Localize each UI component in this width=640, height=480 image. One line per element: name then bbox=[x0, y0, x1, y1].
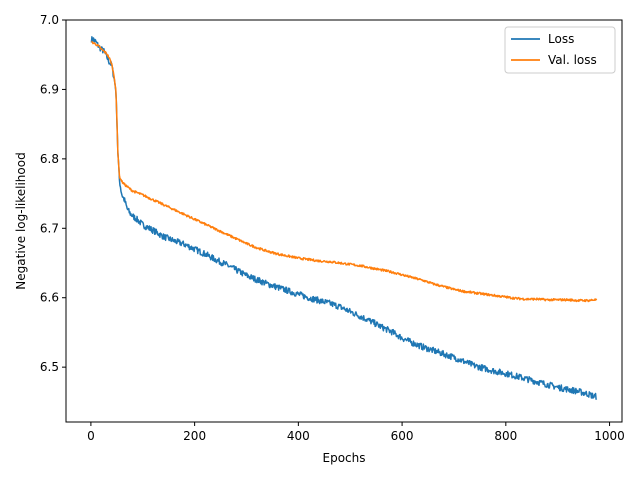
y-tick-label: 7.0 bbox=[40, 13, 59, 27]
series-line-loss bbox=[90, 36, 598, 400]
legend: Loss Val. loss bbox=[504, 26, 616, 74]
legend-label-val-loss: Val. loss bbox=[548, 53, 597, 67]
x-tick-label: 1000 bbox=[594, 429, 625, 443]
x-tick-label: 800 bbox=[494, 429, 517, 443]
series-layer bbox=[90, 36, 598, 400]
y-tick-label: 6.8 bbox=[40, 152, 59, 166]
x-tick-label: 400 bbox=[287, 429, 310, 443]
plot-frame bbox=[65, 19, 623, 423]
legend-label-loss: Loss bbox=[548, 32, 574, 46]
x-tick-label: 200 bbox=[183, 429, 206, 443]
y-axis: 6.5 6.6 6.7 6.8 6.9 7.0 bbox=[40, 13, 66, 374]
y-tick-label: 6.7 bbox=[40, 221, 59, 235]
x-axis: 0 200 400 600 800 1000 bbox=[87, 422, 625, 443]
y-tick-label: 6.5 bbox=[40, 360, 59, 374]
y-tick-label: 6.9 bbox=[40, 82, 59, 96]
y-axis-label: Negative log-likelihood bbox=[14, 152, 28, 289]
x-tick-label: 600 bbox=[391, 429, 414, 443]
x-axis-label: Epochs bbox=[323, 451, 366, 465]
series-line-val-loss bbox=[91, 40, 598, 303]
x-tick-label: 0 bbox=[87, 429, 95, 443]
y-tick-label: 6.6 bbox=[40, 291, 59, 305]
